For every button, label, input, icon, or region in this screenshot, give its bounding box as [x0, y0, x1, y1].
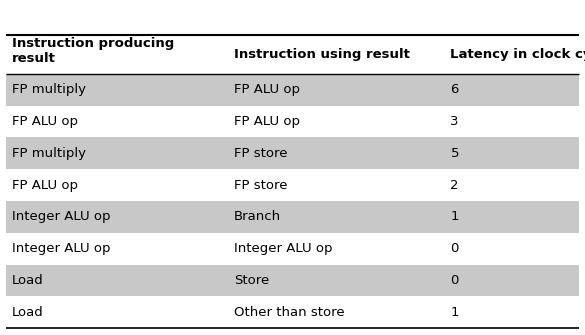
Bar: [6, 74, 579, 106]
Bar: [6, 265, 579, 296]
Text: Integer ALU op: Integer ALU op: [12, 210, 110, 223]
Text: Latency in clock cycles: Latency in clock cycles: [450, 48, 585, 61]
Text: FP ALU op: FP ALU op: [234, 115, 300, 128]
Bar: [6, 296, 579, 328]
Text: Other than store: Other than store: [234, 306, 345, 319]
Text: FP store: FP store: [234, 179, 287, 192]
Text: Store: Store: [234, 274, 269, 287]
Text: 3: 3: [450, 115, 459, 128]
Text: FP multiply: FP multiply: [12, 147, 85, 160]
Bar: [6, 137, 579, 169]
Bar: [6, 201, 579, 233]
Text: 1: 1: [450, 210, 459, 223]
Text: FP store: FP store: [234, 147, 287, 160]
Text: FP multiply: FP multiply: [12, 83, 85, 96]
Text: FP ALU op: FP ALU op: [12, 115, 78, 128]
Text: 6: 6: [450, 83, 459, 96]
Text: Instruction producing
result: Instruction producing result: [12, 37, 174, 65]
Text: 1: 1: [450, 306, 459, 319]
Text: Instruction using result: Instruction using result: [234, 48, 410, 61]
Bar: [6, 233, 579, 265]
Text: 0: 0: [450, 274, 459, 287]
Text: 0: 0: [450, 242, 459, 255]
Text: FP ALU op: FP ALU op: [12, 179, 78, 192]
Text: 5: 5: [450, 147, 459, 160]
Bar: [6, 106, 579, 137]
Text: Integer ALU op: Integer ALU op: [12, 242, 110, 255]
Bar: [6, 169, 579, 201]
Text: 2: 2: [450, 179, 459, 192]
Text: FP ALU op: FP ALU op: [234, 83, 300, 96]
Text: Load: Load: [12, 274, 43, 287]
Text: Integer ALU op: Integer ALU op: [234, 242, 332, 255]
Text: Load: Load: [12, 306, 43, 319]
Text: Branch: Branch: [234, 210, 281, 223]
